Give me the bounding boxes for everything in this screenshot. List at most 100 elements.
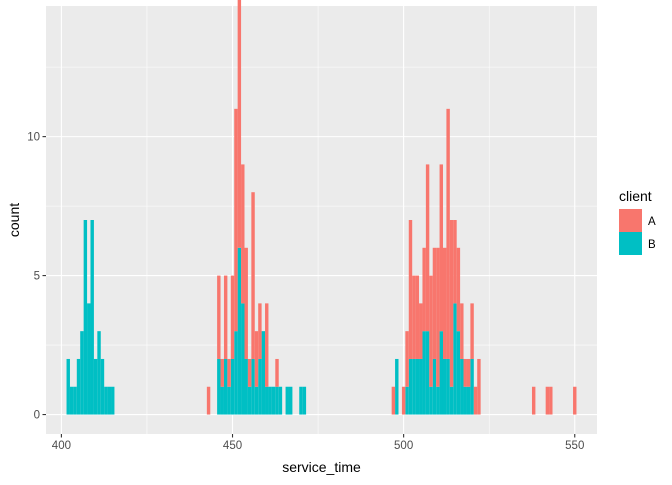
bar-b bbox=[217, 358, 221, 415]
bar-b bbox=[261, 331, 266, 415]
bar-b bbox=[107, 386, 112, 415]
bar-b bbox=[302, 386, 307, 415]
bar-b bbox=[230, 358, 235, 415]
bar-b bbox=[268, 386, 272, 415]
bar-a bbox=[401, 386, 406, 415]
bar-a bbox=[415, 275, 420, 359]
bar-a bbox=[463, 358, 467, 387]
bar-b bbox=[412, 358, 416, 415]
bar-b bbox=[432, 358, 437, 415]
bars bbox=[66, 0, 577, 415]
bar-a bbox=[251, 192, 255, 359]
y-tick-label: 5 bbox=[34, 271, 40, 283]
y-tick-label: 0 bbox=[34, 410, 40, 422]
legend-label-a: A bbox=[648, 216, 656, 228]
bar-a bbox=[446, 108, 450, 359]
bar-b bbox=[456, 331, 461, 415]
bar-a bbox=[241, 164, 245, 304]
bar-b bbox=[460, 358, 464, 415]
bar-a bbox=[470, 303, 474, 359]
bar-b bbox=[244, 358, 248, 415]
bar-b bbox=[408, 358, 413, 415]
bar-a bbox=[432, 247, 437, 359]
bar-b bbox=[76, 358, 81, 415]
bar-b bbox=[87, 303, 91, 415]
bar-a bbox=[206, 386, 211, 415]
bar-a bbox=[217, 275, 221, 359]
bar-b bbox=[449, 386, 454, 415]
legend-swatch-b bbox=[619, 232, 642, 255]
bar-a bbox=[230, 275, 235, 359]
x-axis-title: service_time bbox=[282, 459, 361, 475]
bar-a bbox=[477, 358, 481, 415]
bar-b bbox=[275, 386, 279, 415]
bar-b bbox=[422, 331, 426, 415]
bar-a bbox=[227, 358, 231, 387]
grid-minor bbox=[46, 6, 597, 434]
bar-a bbox=[265, 303, 269, 387]
bar-a bbox=[545, 386, 550, 415]
bar-a bbox=[439, 164, 443, 332]
bar-b bbox=[463, 386, 467, 415]
bar-b bbox=[223, 358, 228, 415]
bar-a bbox=[429, 275, 433, 387]
bar-a bbox=[275, 358, 279, 387]
bar-b bbox=[442, 358, 447, 415]
bar-b bbox=[271, 386, 276, 415]
bar-b bbox=[111, 386, 115, 415]
bar-a bbox=[460, 303, 464, 359]
bar-a bbox=[466, 358, 471, 387]
legend-title: client bbox=[619, 188, 652, 204]
y-tick-label: 10 bbox=[27, 132, 40, 144]
bar-a bbox=[573, 386, 577, 415]
bar-b bbox=[278, 386, 283, 415]
bar-a bbox=[405, 331, 409, 387]
legend-label-b: B bbox=[648, 239, 656, 251]
bar-b bbox=[446, 358, 450, 415]
bar-a bbox=[234, 108, 238, 332]
bar-b bbox=[405, 386, 409, 415]
legend-swatch-a bbox=[619, 209, 642, 232]
bar-a bbox=[473, 386, 478, 415]
bar-b bbox=[439, 331, 443, 415]
bar-a bbox=[425, 164, 430, 332]
bar-b bbox=[251, 358, 255, 415]
bar-a bbox=[412, 275, 416, 359]
bar-b bbox=[69, 386, 74, 415]
bar-b bbox=[100, 358, 105, 415]
bar-a bbox=[223, 275, 228, 359]
bar-a bbox=[449, 220, 454, 387]
bar-b bbox=[258, 358, 262, 415]
bar-a bbox=[422, 247, 426, 332]
grid-major bbox=[46, 6, 597, 434]
bar-b bbox=[395, 358, 399, 415]
bar-b bbox=[288, 386, 293, 415]
bar-a bbox=[220, 358, 224, 387]
bar-a bbox=[247, 358, 252, 387]
bar-b bbox=[299, 386, 303, 415]
bar-b bbox=[83, 220, 88, 415]
bar-b bbox=[466, 386, 471, 415]
bar-a bbox=[453, 220, 457, 304]
bar-b bbox=[237, 247, 242, 415]
bar-b bbox=[220, 386, 224, 415]
bar-a bbox=[436, 247, 440, 387]
bar-a bbox=[408, 220, 413, 359]
y-axis-title: count bbox=[6, 203, 22, 237]
bar-a bbox=[531, 386, 536, 415]
bar-b bbox=[429, 386, 433, 415]
plot-panel bbox=[46, 6, 597, 434]
x-tick-label: 550 bbox=[565, 440, 584, 452]
bar-b bbox=[80, 331, 84, 415]
bar-b bbox=[97, 331, 101, 415]
bar-b bbox=[241, 303, 245, 415]
x-axis-ticks: 400 450 500 550 bbox=[52, 434, 584, 452]
bar-b bbox=[470, 358, 474, 415]
bar-a bbox=[419, 303, 423, 359]
bar-a bbox=[456, 247, 461, 332]
y-axis-ticks: 0 5 10 bbox=[27, 132, 46, 422]
bar-a bbox=[254, 331, 259, 387]
bar-b bbox=[104, 386, 108, 415]
bar-b bbox=[415, 358, 420, 415]
